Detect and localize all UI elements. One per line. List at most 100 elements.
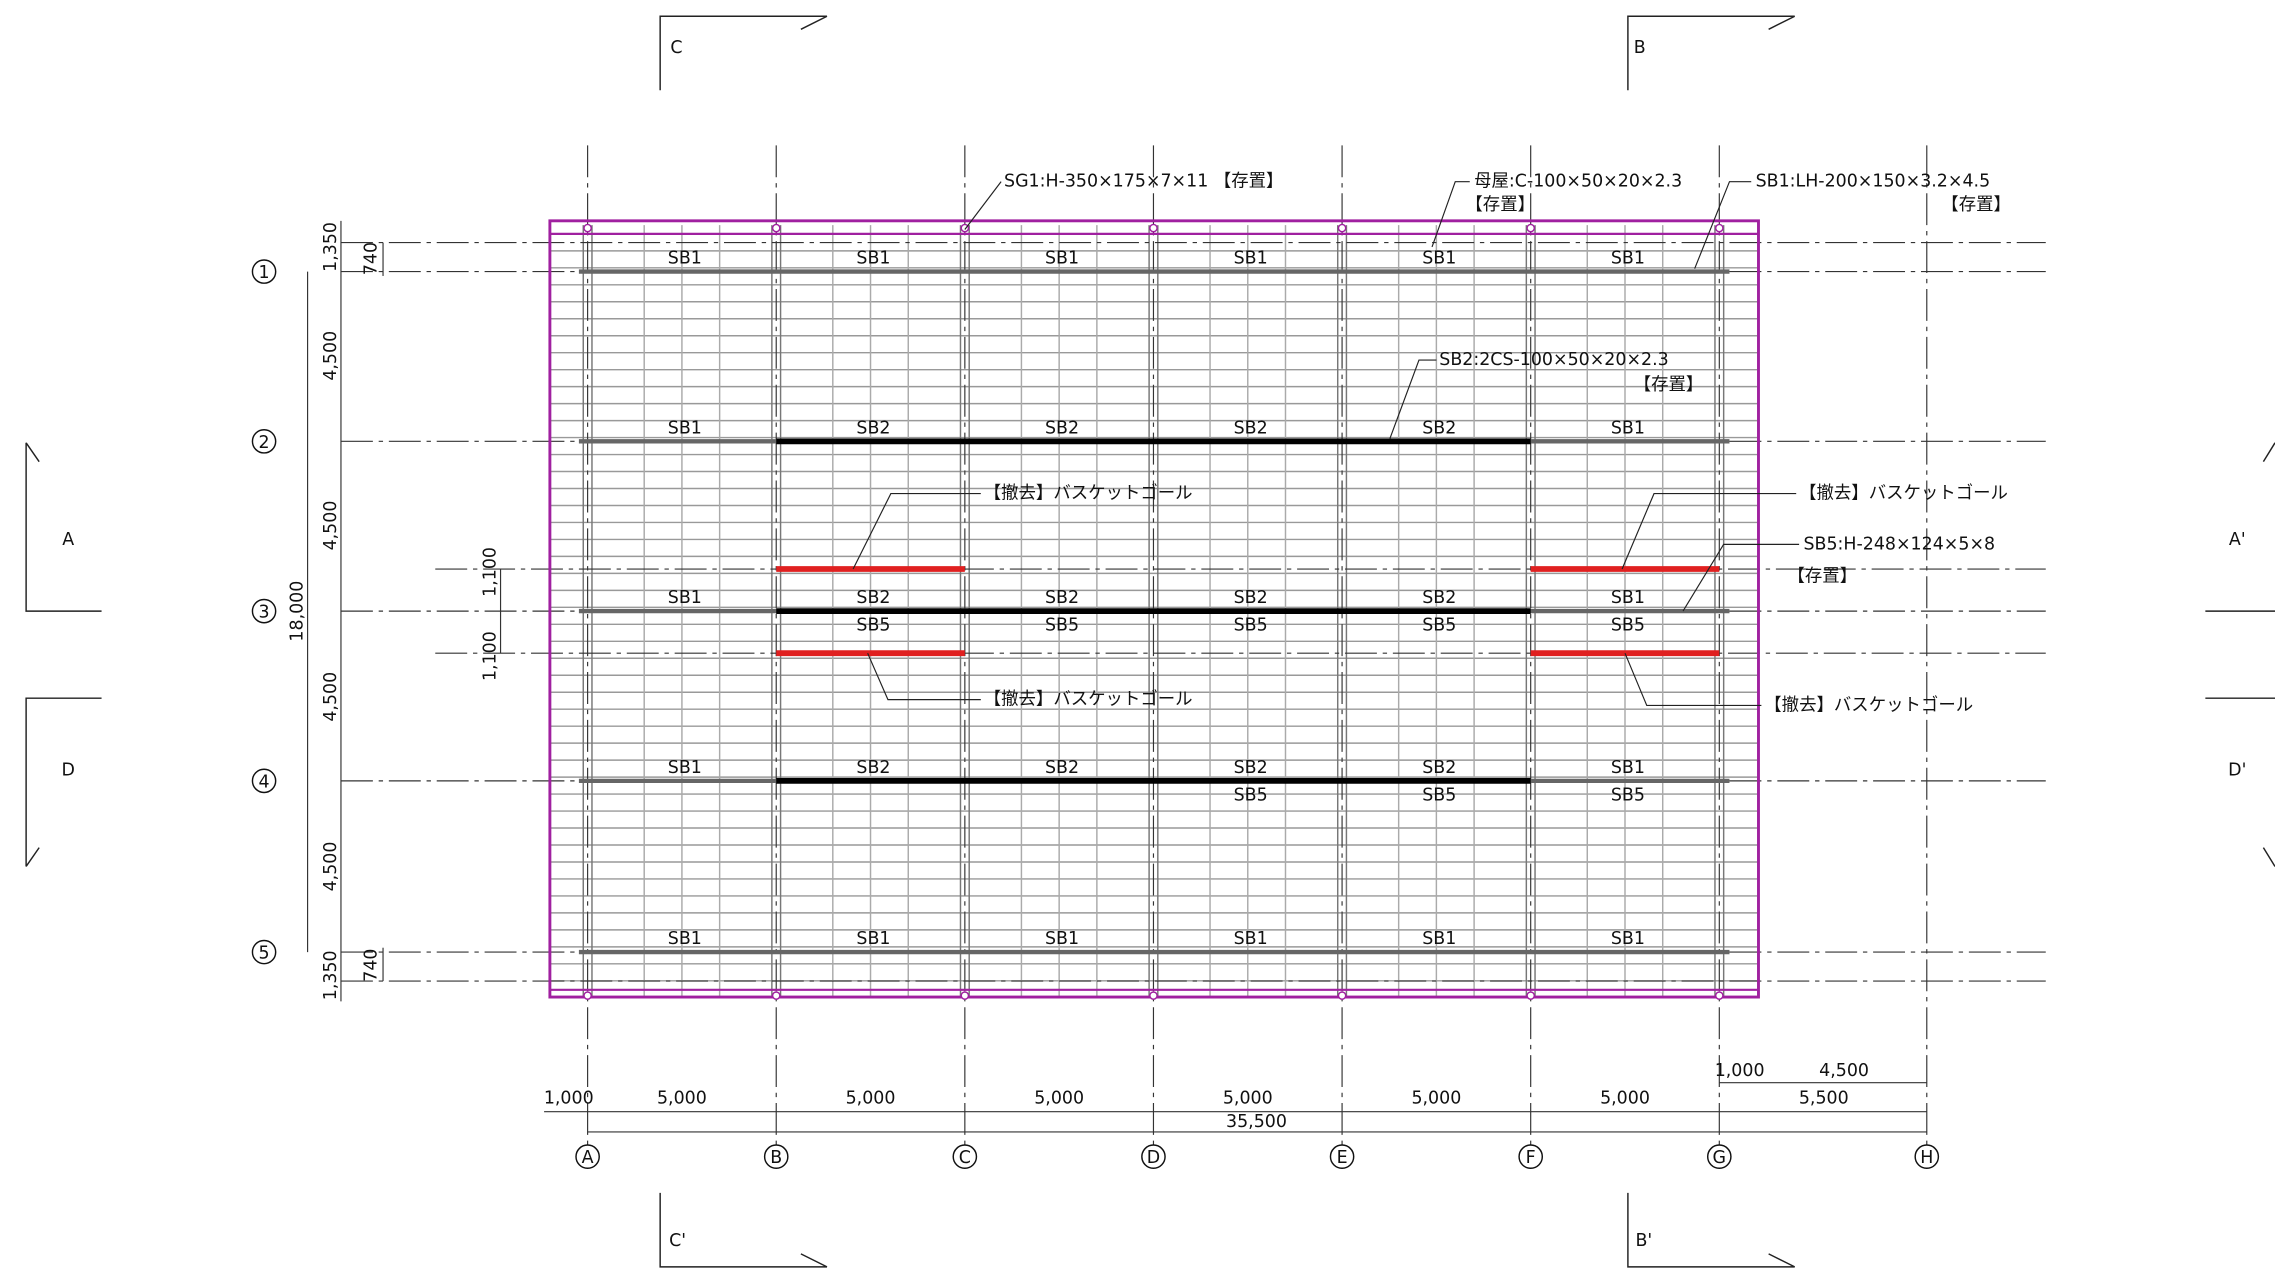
grid-col-label: F	[1526, 1148, 1536, 1168]
beam-label: SB1	[1611, 249, 1645, 269]
grid-col-label: G	[1713, 1148, 1726, 1168]
section-a2	[2205, 443, 2275, 611]
beam-label: SB1	[1611, 588, 1645, 608]
grid-row-label: 2	[259, 433, 270, 453]
beam-label: SB5	[1234, 785, 1268, 805]
beam-label: SB1	[856, 249, 890, 269]
beam-label: SB5	[1611, 785, 1645, 805]
grid-col-label: B	[770, 1148, 782, 1168]
beam-label: SB5	[1045, 616, 1079, 636]
beam-label: SB2	[856, 588, 890, 608]
bolt	[1527, 224, 1534, 231]
section-d	[26, 698, 101, 866]
annotation: 【撤去】バスケットゴール	[1799, 483, 2008, 504]
beam-label: SB1	[1611, 929, 1645, 949]
beam-label: SB2	[856, 758, 890, 778]
section-label: A	[62, 530, 74, 550]
leader	[1432, 182, 1470, 247]
label: 5,000	[1034, 1089, 1084, 1109]
grid-row-label: 3	[259, 603, 270, 623]
beam-label: SB2	[1234, 758, 1268, 778]
section-b2	[1628, 1193, 1795, 1267]
label: 4,500	[321, 672, 341, 722]
beam-label: SB1	[668, 249, 702, 269]
beam-label: SB1	[856, 929, 890, 949]
beam-label: SB1	[668, 758, 702, 778]
label: 4,500	[1819, 1061, 1869, 1081]
label: 1,100	[480, 631, 500, 681]
grid-row-label: 5	[259, 944, 270, 964]
beam-label: SB1	[1611, 758, 1645, 778]
section-label: B	[1634, 38, 1646, 58]
label: 4,500	[321, 331, 341, 381]
beam-label: SB1	[1045, 249, 1079, 269]
bolt	[773, 224, 780, 231]
bolt	[584, 224, 591, 231]
beam-label: SB5	[1611, 616, 1645, 636]
section-label: D'	[2228, 761, 2246, 781]
bolt	[1338, 224, 1345, 231]
label: 18,000	[287, 581, 307, 642]
beam-label: SB2	[1422, 418, 1456, 438]
beam-label: SB1	[668, 929, 702, 949]
beam-label: SB1	[1422, 929, 1456, 949]
grid-col-label: C	[959, 1148, 971, 1168]
beam-label: SB2	[1045, 758, 1079, 778]
beam-label: SB5	[1234, 616, 1268, 636]
annotation: SG1:H-350×175×7×11 【存置】	[1004, 172, 1283, 192]
grid-row-label: 4	[259, 772, 270, 792]
section-b	[1628, 16, 1795, 90]
annotation: 【存置】	[1465, 195, 1535, 215]
leader	[1683, 544, 1799, 611]
grid-col-label: H	[1920, 1148, 1933, 1168]
annotation: SB5:H-248×124×5×8	[1803, 534, 1995, 554]
beam-label: SB2	[1045, 418, 1079, 438]
bolt	[1716, 224, 1723, 231]
section-c	[660, 16, 827, 90]
beam-label: SB2	[1422, 588, 1456, 608]
label: 740	[361, 242, 381, 275]
annotation: 【存置】	[1634, 375, 1704, 395]
section-a	[26, 443, 101, 611]
beam-label: SB2	[1234, 418, 1268, 438]
bolt	[773, 992, 780, 999]
beam-label: SB2	[1045, 588, 1079, 608]
beam-label: SB2	[856, 418, 890, 438]
plan-drawing: SB1 SB1 SB1 SB1 SB1 SB1 SB1 SB2 SB2 SB2 SB2 SB1 SB1 S…	[0, 0, 2275, 1273]
label: 1,350	[321, 222, 341, 272]
label: 1,000	[544, 1089, 594, 1109]
section-label: D	[61, 761, 74, 781]
label: 5,500	[1799, 1089, 1849, 1109]
beam-label: SB5	[1422, 616, 1456, 636]
grid-row-label: 1	[259, 263, 270, 283]
leader	[965, 182, 1001, 230]
section-label: B'	[1635, 1231, 1652, 1251]
annotation: 【撤去】バスケットゴール	[984, 483, 1193, 504]
label: 4,500	[321, 501, 341, 551]
beam-label: SB1	[1234, 249, 1268, 269]
beam-label: SB1	[1422, 249, 1456, 269]
beam-label: SB5	[856, 616, 890, 636]
annotation: 【撤去】バスケットゴール	[1764, 694, 1973, 715]
annotation: 【撤去】バスケットゴール	[984, 689, 1193, 710]
section-d2	[2205, 698, 2275, 866]
beam-label: SB1	[668, 418, 702, 438]
section-label: C'	[669, 1231, 686, 1251]
label: 740	[361, 949, 381, 982]
label: 4,500	[321, 842, 341, 892]
bolt	[1338, 992, 1345, 999]
label: 1,100	[480, 547, 500, 597]
bolt	[1527, 992, 1534, 999]
bolt	[584, 992, 591, 999]
section-label: C	[670, 38, 682, 58]
bolt	[1150, 224, 1157, 231]
bolt	[1150, 992, 1157, 999]
grid-col-label: E	[1337, 1148, 1348, 1168]
beam-label: SB2	[1234, 588, 1268, 608]
beam-label: SB1	[1611, 418, 1645, 438]
label: 5,000	[1223, 1089, 1273, 1109]
bolt	[1716, 992, 1723, 999]
beam-label: SB1	[668, 588, 702, 608]
grid-col-label: D	[1147, 1148, 1160, 1168]
annotation: SB1:LH-200×150×3.2×4.5	[1756, 172, 1991, 192]
